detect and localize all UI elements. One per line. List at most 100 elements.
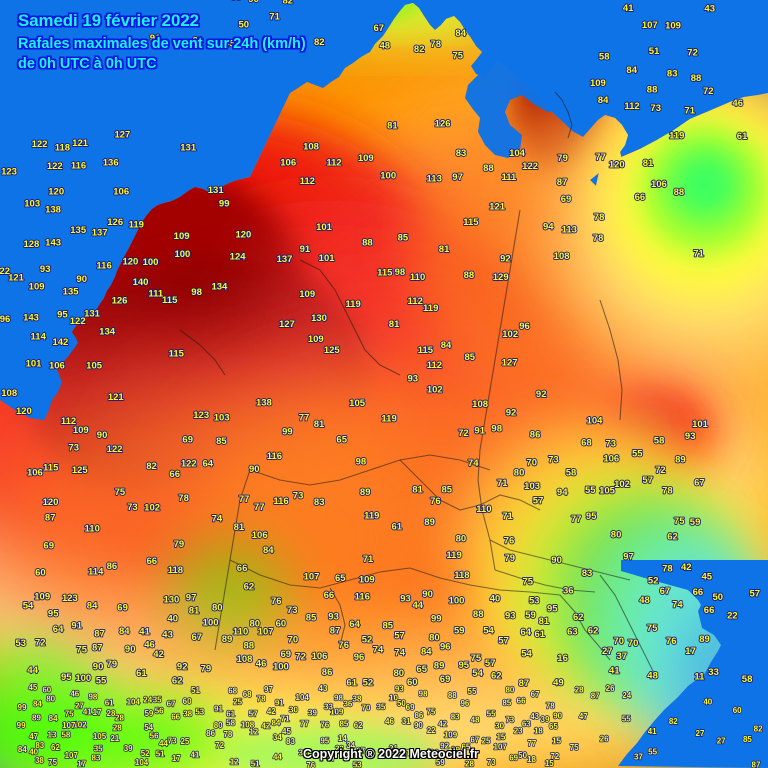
svg-text:62: 62	[51, 743, 60, 752]
svg-text:102: 102	[614, 479, 630, 490]
svg-text:39: 39	[124, 744, 133, 753]
svg-text:71: 71	[281, 715, 290, 724]
svg-text:85: 85	[442, 485, 453, 496]
svg-text:74: 74	[468, 458, 479, 469]
svg-text:73: 73	[293, 491, 304, 502]
svg-text:42: 42	[267, 707, 276, 716]
svg-text:25: 25	[482, 737, 491, 746]
svg-text:55: 55	[468, 687, 477, 696]
svg-text:81: 81	[234, 522, 245, 533]
svg-text:55: 55	[487, 709, 496, 718]
svg-text:30: 30	[289, 705, 298, 714]
svg-text:53: 53	[195, 708, 204, 717]
svg-text:125: 125	[72, 465, 89, 476]
svg-text:79: 79	[107, 659, 118, 670]
svg-text:85: 85	[383, 620, 394, 631]
svg-text:88: 88	[691, 73, 702, 84]
svg-text:70: 70	[288, 635, 299, 646]
svg-text:71: 71	[502, 511, 513, 522]
svg-text:110: 110	[410, 272, 425, 283]
svg-text:80: 80	[514, 468, 525, 479]
svg-text:68: 68	[243, 690, 252, 699]
svg-text:80: 80	[456, 534, 467, 545]
svg-text:104: 104	[296, 693, 310, 702]
svg-text:75: 75	[523, 576, 534, 587]
svg-text:46: 46	[385, 717, 394, 726]
svg-text:80: 80	[429, 633, 440, 644]
svg-text:67: 67	[374, 23, 385, 34]
svg-text:93: 93	[685, 431, 696, 442]
svg-text:105: 105	[93, 732, 107, 741]
svg-text:108: 108	[303, 141, 319, 152]
svg-text:106: 106	[280, 157, 296, 168]
svg-text:88: 88	[674, 187, 685, 198]
svg-text:121: 121	[108, 392, 125, 403]
svg-text:91: 91	[300, 244, 311, 255]
svg-text:108: 108	[472, 399, 488, 410]
svg-text:56: 56	[155, 707, 164, 716]
svg-text:58: 58	[61, 731, 70, 740]
svg-text:105: 105	[349, 398, 366, 409]
svg-text:48: 48	[471, 716, 480, 725]
svg-text:93: 93	[395, 684, 404, 693]
svg-text:79: 79	[505, 553, 516, 564]
svg-text:84: 84	[263, 545, 274, 556]
svg-text:53: 53	[529, 595, 540, 606]
svg-text:120: 120	[43, 497, 59, 508]
svg-text:75: 75	[115, 487, 126, 498]
svg-text:96: 96	[248, 0, 259, 5]
svg-text:119: 119	[364, 511, 379, 522]
svg-text:53: 53	[353, 761, 362, 768]
svg-text:114: 114	[31, 331, 47, 342]
svg-text:76: 76	[320, 720, 329, 729]
svg-text:107: 107	[642, 20, 658, 31]
svg-text:89: 89	[360, 487, 371, 498]
svg-text:122: 122	[522, 161, 538, 172]
svg-text:81: 81	[314, 419, 325, 430]
svg-text:81: 81	[387, 121, 398, 132]
svg-text:84: 84	[455, 28, 466, 39]
svg-text:99: 99	[17, 721, 26, 730]
svg-text:75: 75	[48, 758, 57, 767]
svg-text:85: 85	[216, 436, 227, 447]
svg-text:40: 40	[703, 698, 712, 707]
svg-text:33: 33	[708, 667, 719, 678]
svg-text:95: 95	[586, 511, 597, 522]
svg-text:112: 112	[427, 360, 442, 371]
svg-text:62: 62	[588, 625, 599, 636]
svg-text:72: 72	[295, 651, 306, 662]
svg-text:21: 21	[110, 734, 119, 743]
svg-text:71: 71	[363, 554, 374, 565]
svg-text:35: 35	[153, 696, 162, 705]
svg-text:66: 66	[147, 556, 158, 567]
svg-text:121: 121	[8, 272, 25, 283]
svg-text:67: 67	[470, 736, 479, 745]
svg-text:116: 116	[96, 261, 111, 272]
svg-text:84: 84	[441, 340, 452, 351]
svg-text:11: 11	[694, 672, 705, 683]
svg-text:119: 119	[381, 414, 396, 425]
svg-text:38: 38	[183, 710, 192, 719]
svg-text:122: 122	[0, 266, 10, 277]
svg-text:57: 57	[533, 496, 544, 507]
svg-text:116: 116	[71, 161, 86, 172]
svg-text:17: 17	[685, 646, 696, 657]
svg-text:58: 58	[599, 51, 610, 62]
svg-text:43: 43	[530, 712, 539, 721]
svg-text:83: 83	[314, 497, 325, 508]
svg-text:96: 96	[0, 314, 10, 325]
svg-text:106: 106	[27, 468, 43, 479]
svg-text:70: 70	[362, 703, 371, 712]
svg-text:77: 77	[254, 502, 265, 513]
svg-text:96: 96	[460, 699, 469, 708]
svg-text:143: 143	[45, 237, 61, 248]
svg-text:74: 74	[672, 599, 683, 610]
svg-text:101: 101	[26, 358, 43, 369]
svg-text:51: 51	[191, 686, 200, 695]
svg-text:100: 100	[380, 171, 396, 182]
svg-text:55: 55	[96, 676, 107, 687]
svg-text:61: 61	[737, 131, 748, 142]
svg-text:63: 63	[567, 626, 578, 637]
svg-text:99: 99	[219, 198, 230, 209]
svg-text:98: 98	[88, 692, 97, 701]
